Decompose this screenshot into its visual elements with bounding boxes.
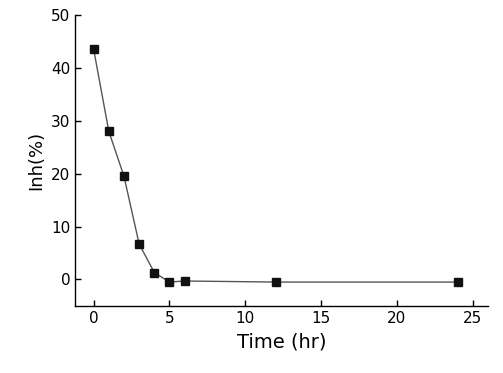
X-axis label: Time (hr): Time (hr) [237, 333, 326, 352]
Y-axis label: Inh(%): Inh(%) [28, 131, 46, 190]
